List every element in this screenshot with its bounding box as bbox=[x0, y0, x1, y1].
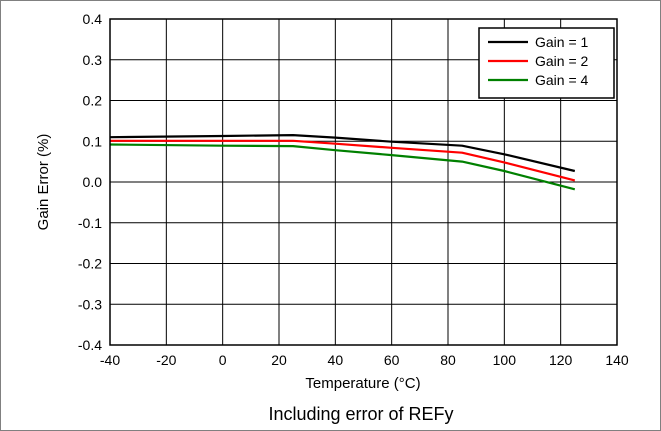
legend-label-3: Gain = 4 bbox=[535, 72, 589, 88]
series-line-1 bbox=[109, 134, 576, 173]
y-tick-label: 0.1 bbox=[83, 133, 103, 149]
series-line-2 bbox=[110, 139, 576, 182]
x-axis-label: Temperature (°C) bbox=[305, 375, 420, 392]
legend-label-1: Gain = 1 bbox=[535, 34, 589, 50]
y-tick-label: -0.1 bbox=[78, 215, 102, 231]
x-tick-label: 20 bbox=[271, 352, 287, 368]
x-tick-label: 140 bbox=[605, 352, 629, 368]
x-tick-label: 100 bbox=[493, 352, 517, 368]
x-tick-label: 120 bbox=[549, 352, 573, 368]
x-tick-label: 0 bbox=[219, 352, 227, 368]
legend-box bbox=[478, 27, 615, 99]
legend: Gain = 1 Gain = 2 Gain = 4 bbox=[478, 27, 615, 99]
y-tick-label: 0.3 bbox=[83, 52, 103, 68]
y-tick-label: 0.0 bbox=[83, 174, 103, 190]
series-lines bbox=[109, 134, 576, 191]
chart-caption: Including error of REFy bbox=[268, 404, 453, 424]
legend-label-2: Gain = 2 bbox=[535, 53, 589, 69]
plot-border bbox=[109, 18, 618, 346]
series-line-3 bbox=[109, 143, 576, 191]
x-tick-label: 80 bbox=[440, 352, 456, 368]
x-tick-label: -20 bbox=[156, 352, 176, 368]
y-axis-label: Gain Error (%) bbox=[35, 134, 52, 231]
y-tick-label: 0.2 bbox=[83, 93, 103, 109]
y-tick-label: -0.3 bbox=[78, 296, 102, 312]
y-tick-label: -0.2 bbox=[78, 256, 102, 272]
y-tick-labels: 0.4 0.3 0.2 0.1 0.0 -0.1 -0.2 -0.3 -0.4 bbox=[78, 11, 102, 353]
x-tick-label: 60 bbox=[384, 352, 400, 368]
x-tick-label: 40 bbox=[328, 352, 344, 368]
y-tick-label: -0.4 bbox=[78, 337, 102, 353]
x-tick-label: -40 bbox=[100, 352, 120, 368]
x-tick-labels: -40 -20 0 20 40 60 80 100 120 140 bbox=[100, 352, 629, 368]
y-tick-label: 0.4 bbox=[83, 11, 103, 27]
